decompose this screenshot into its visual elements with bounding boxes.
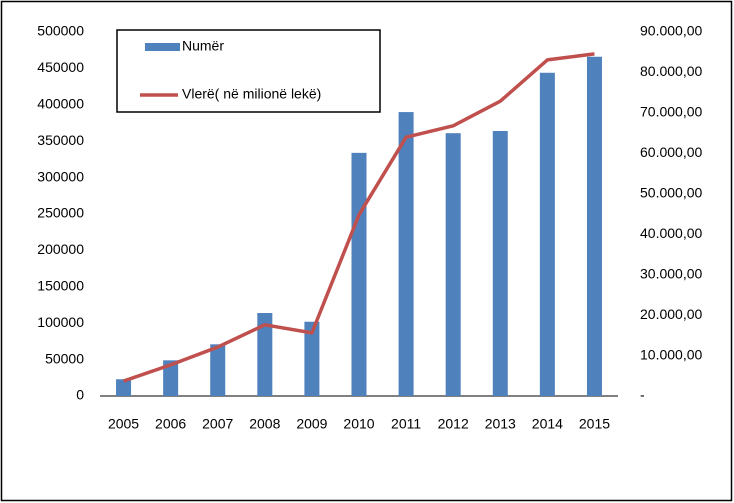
y2-tick-label: 40.000,00 — [640, 225, 702, 241]
legend-swatch — [145, 43, 180, 51]
y2-tick-label: 70.000,00 — [640, 104, 702, 120]
bar — [210, 344, 226, 396]
bar — [116, 379, 132, 396]
y-tick-label: 200000 — [37, 241, 84, 257]
y-tick-label: 500000 — [37, 23, 84, 39]
x-tick-label: 2006 — [155, 416, 186, 432]
y2-tick-label: 90.000,00 — [640, 23, 702, 39]
y2-tick-label: - — [640, 387, 645, 403]
legend: Numër Vlerë( në milionë lekë) — [116, 29, 381, 113]
y-tick-label: 250000 — [37, 205, 84, 221]
line-series — [122, 52, 595, 383]
bar — [492, 131, 508, 396]
bar — [351, 152, 367, 396]
y-tick-label: 450000 — [37, 59, 84, 75]
y-tick-label: 300000 — [37, 168, 84, 184]
y2-tick-label: 80.000,00 — [640, 63, 702, 79]
x-tick-label: 2010 — [343, 416, 374, 432]
y2-tick-label: 30.000,00 — [640, 265, 702, 281]
y-tick-label: 350000 — [37, 132, 84, 148]
y2-tick-label: 50.000,00 — [640, 184, 702, 200]
x-tick-label: 2014 — [532, 416, 563, 432]
bar — [586, 56, 602, 396]
x-tick-label: 2008 — [249, 416, 280, 432]
y-tick-label: 50000 — [45, 350, 84, 366]
y-tick-label: 150000 — [37, 278, 84, 294]
x-tick-label: 2005 — [108, 416, 139, 432]
y2-tick-label: 60.000,00 — [640, 144, 702, 160]
x-tick-label: 2015 — [579, 416, 610, 432]
bar — [445, 133, 461, 396]
x-tick-label: 2013 — [485, 416, 516, 432]
x-tick-label: 2012 — [438, 416, 469, 432]
bar — [257, 313, 273, 396]
y-tick-label: 400000 — [37, 96, 84, 112]
legend-label: Numër — [182, 38, 224, 54]
y-tick-label: 0 — [76, 387, 84, 403]
y2-tick-label: 10.000,00 — [640, 346, 702, 362]
bar — [539, 72, 555, 396]
x-tick-label: 2007 — [202, 416, 233, 432]
x-tick-label: 2009 — [296, 416, 327, 432]
y2-tick-label: 20.000,00 — [640, 306, 702, 322]
bar — [163, 360, 179, 396]
y-tick-label: 100000 — [37, 314, 84, 330]
legend-label: Vlerë( në milionë lekë) — [182, 86, 321, 102]
bar — [398, 112, 414, 396]
bar — [304, 321, 320, 396]
x-tick-label: 2011 — [391, 416, 421, 432]
